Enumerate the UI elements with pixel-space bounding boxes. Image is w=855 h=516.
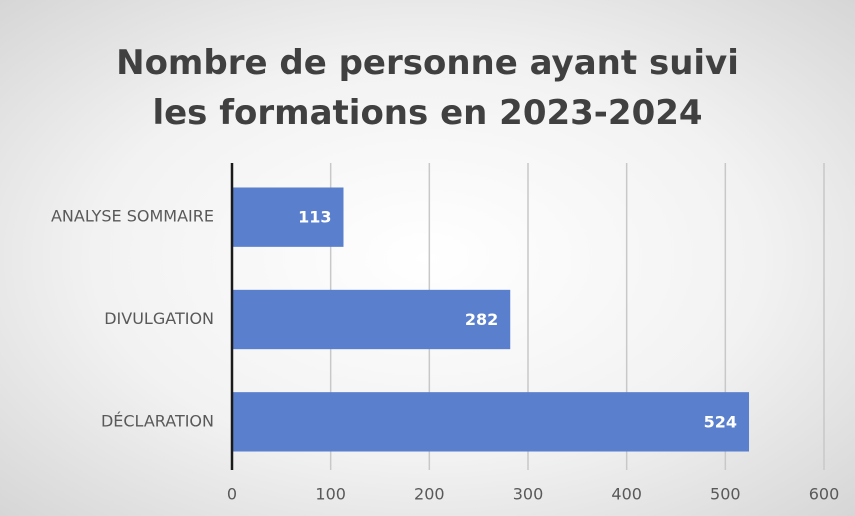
x-tick-label: 500: [710, 485, 741, 504]
x-tick-label: 0: [227, 485, 237, 504]
bar: [232, 289, 511, 350]
bar: [232, 392, 750, 452]
data-label: 524: [704, 412, 737, 431]
x-tick-label: 600: [809, 485, 840, 504]
y-tick-label: DIVULGATION: [104, 309, 214, 328]
bar: [232, 187, 344, 247]
x-tick-label: 100: [315, 485, 346, 504]
y-tick-label: ANALYSE SOMMAIRE: [51, 207, 214, 226]
data-label: 113: [298, 208, 331, 227]
x-tick-label: 400: [611, 485, 642, 504]
y-tick-label: DÉCLARATION: [101, 411, 214, 430]
data-label: 282: [465, 310, 498, 329]
x-tick-label: 200: [414, 485, 445, 504]
chart-title: Nombre de personne ayant suivi les forma…: [116, 43, 739, 133]
x-tick-label: 300: [513, 485, 544, 504]
